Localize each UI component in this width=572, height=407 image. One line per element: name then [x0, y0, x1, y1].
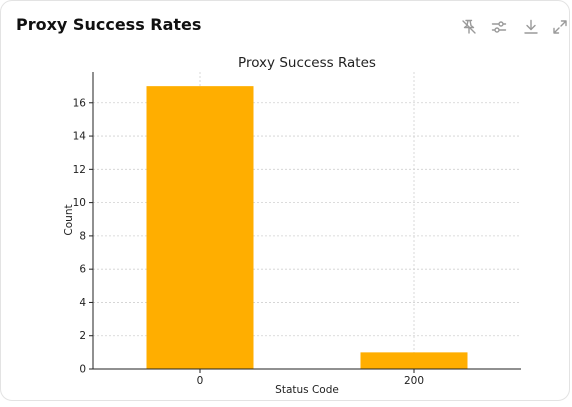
sliders-icon[interactable]	[490, 18, 508, 36]
chart-title: Proxy Success Rates	[238, 55, 376, 71]
y-tick-label: 16	[73, 97, 87, 109]
y-tick-label: 2	[79, 330, 86, 342]
x-tick-label: 200	[404, 375, 424, 387]
y-tick-label: 4	[79, 297, 86, 309]
y-tick-label: 14	[73, 131, 87, 143]
x-axis-label: Status Code	[275, 384, 339, 396]
y-axis-label: Count	[63, 204, 75, 235]
bar-200	[360, 352, 468, 369]
pin-off-icon[interactable]	[460, 18, 478, 36]
y-tick-label: 0	[79, 364, 86, 376]
axes-layer	[92, 72, 521, 370]
expand-icon[interactable]	[551, 18, 569, 36]
bar-0	[146, 86, 254, 370]
y-ticks: 0 2 4 6 8 10 12 14 16	[73, 97, 93, 376]
bars-layer	[146, 86, 468, 370]
y-tick-label: 6	[79, 264, 86, 276]
y-tick-label: 8	[79, 230, 86, 242]
card-title: Proxy Success Rates	[16, 15, 202, 34]
download-icon[interactable]	[522, 18, 540, 36]
y-tick-label: 12	[73, 164, 86, 176]
y-tick-label: 10	[73, 197, 86, 209]
x-tick-label: 0	[197, 375, 204, 387]
grid-layer	[93, 72, 521, 370]
x-ticks: 0 200	[197, 369, 424, 387]
